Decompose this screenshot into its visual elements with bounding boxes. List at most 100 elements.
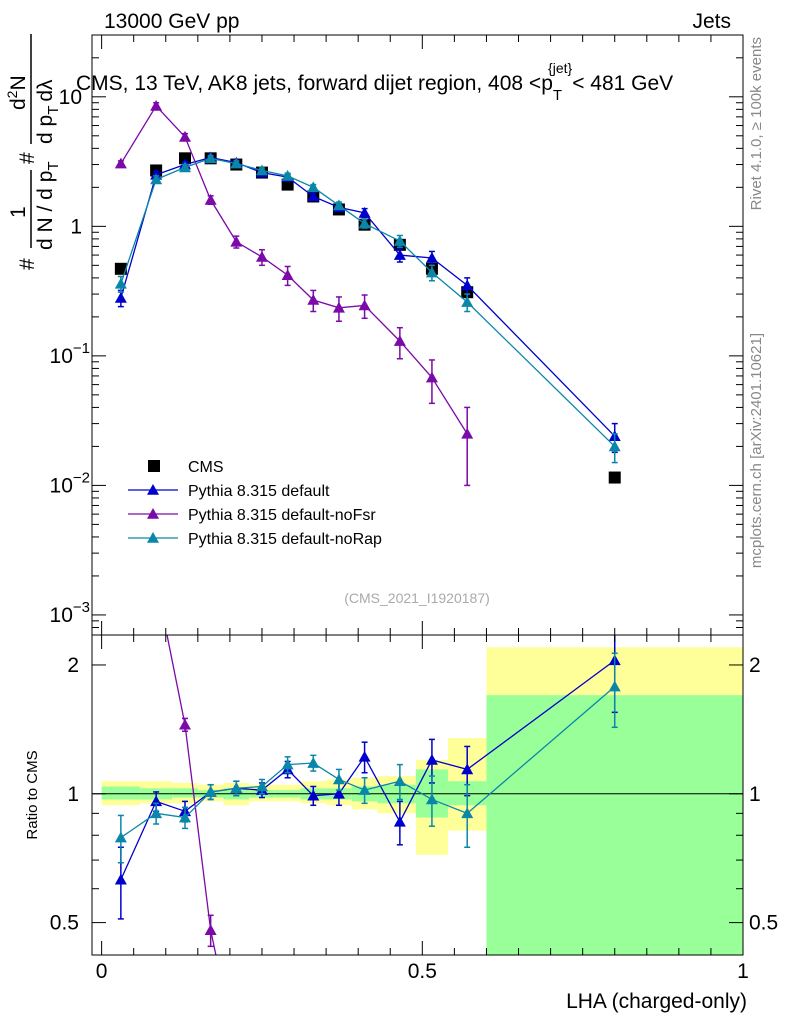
main-y-tick-exponent: −2 <box>73 469 90 486</box>
noRap-data-point <box>150 173 163 185</box>
ratio-uncertainty-bands <box>101 647 743 955</box>
noRap-ratio-point <box>114 831 127 843</box>
legend-label-default: Pythia 8.315 default <box>188 483 330 500</box>
main-y-tick-label: 10−3 <box>50 599 90 627</box>
default-data-point <box>393 249 406 260</box>
default-data-point <box>358 206 371 218</box>
plot-title: CMS, 13 TeV, AK8 jets, forward dijet reg… <box>76 60 673 104</box>
ratio-x-tick-label: 0.5 <box>408 960 437 983</box>
noRap-ratio-point <box>461 807 474 819</box>
legend-label-noFsr: Pythia 8.315 default-noFsr <box>188 507 376 524</box>
default-ratio-point <box>358 750 371 762</box>
ylabel-frac2-den-sub: T <box>45 106 62 115</box>
analysis-watermark: (CMS_2021_I1920187) <box>344 590 490 606</box>
ratio-y-tick-label-right: 0.5 <box>749 912 778 935</box>
noFsr-data-point <box>332 301 345 313</box>
noRap-ratio-point <box>281 758 294 770</box>
legend-marker-default <box>147 484 159 495</box>
header-left-label: 13000 GeV pp <box>104 10 239 33</box>
noFsr-data-point <box>204 193 217 205</box>
legend-marker-noFsr <box>147 508 159 519</box>
ratio-y-tick-label: 0.5 <box>50 912 79 935</box>
main-y-tick-mantissa: 1 <box>70 215 82 238</box>
ratio-panel-frame <box>91 634 744 956</box>
ylabel-frac1-den-sub: T <box>45 161 62 170</box>
default-data-point <box>461 279 474 291</box>
noRap-ratio-point <box>179 811 191 823</box>
ratio-y-tick-label-right: 2 <box>749 654 761 677</box>
noFsr-ratio-point <box>150 575 162 586</box>
default-ratio-point <box>461 763 474 775</box>
noFsr-data-point <box>281 269 294 280</box>
main-y-tick-exponent: −1 <box>73 340 90 357</box>
plot-title-sub: T <box>553 87 562 104</box>
noFsr-line <box>120 104 468 435</box>
noRap-ratio-point <box>332 773 345 785</box>
legend-marker-cms <box>148 460 160 472</box>
default-data-point <box>425 251 438 263</box>
noRap-ratio-point <box>425 793 438 805</box>
default-ratio-point <box>114 873 127 885</box>
noRap-data-point <box>204 152 217 164</box>
main-plot-series <box>114 99 621 487</box>
stat-band <box>486 695 743 955</box>
ylabel-frac1-num: 1 <box>7 206 30 218</box>
mcplots-label: mcplots.cern.ch [arXiv:2401.10621] <box>748 333 765 568</box>
noRap-ratio-point <box>204 785 217 797</box>
noFsr-ratio-point <box>204 924 217 935</box>
ratio-y-tick-label-right: 1 <box>749 783 761 806</box>
rivet-version-label: Rivet 4.1.0, ≥ 100k events <box>748 37 765 210</box>
legend-marker-noRap <box>147 532 159 543</box>
noRap-data-point <box>255 164 268 176</box>
ylabel-frac2-num-d: d <box>7 98 30 110</box>
noFsr-ratio-point <box>179 718 191 730</box>
main-y-tick-exponent: −3 <box>73 599 90 616</box>
noRap-ratio-point <box>255 780 268 792</box>
header-right-label: Jets <box>692 10 731 33</box>
noRap-ratio-point <box>150 807 163 819</box>
ratio-xlabel: LHA (charged-only) <box>566 990 747 1013</box>
cms-data-point <box>114 262 127 275</box>
main-y-tick-label: 10 <box>59 86 82 109</box>
noFsr-data-point <box>393 335 406 346</box>
noFsr-data-point <box>307 293 320 305</box>
ylabel-frac2-num: d2N <box>4 75 30 110</box>
noFsr-data-point <box>114 157 127 169</box>
noRap-data-point <box>461 296 474 307</box>
default-ratio-point <box>393 815 406 827</box>
noRap-data-point <box>393 235 406 246</box>
ratio-axes: 0.5 0.5 1 1 2 2 0 0.5 1 <box>50 635 778 983</box>
noRap-line <box>120 157 616 447</box>
noRap-data-point <box>307 181 320 193</box>
ylabel-frac2-den-b: dλ <box>34 79 57 102</box>
plot-title-prefix: CMS, 13 TeV, AK8 jets, forward dijet reg… <box>76 72 553 95</box>
noRap-data-point <box>179 161 191 173</box>
noRap-ratio-point <box>358 784 371 795</box>
noFsr-data-point <box>255 250 268 262</box>
ylabel-hash-mid: # <box>16 152 39 164</box>
default-ratio-point <box>425 753 438 765</box>
noRap-data-point <box>358 217 371 229</box>
noRap-data-point <box>332 199 345 211</box>
ylabel-frac2-num-n: N <box>7 75 30 90</box>
main-ylabel: # 1 d N / d pT # d2N d pTdλ <box>4 34 62 270</box>
legend: CMS Pythia 8.315 default Pythia 8.315 defa… <box>128 459 382 548</box>
noFsr-data-point <box>461 427 474 439</box>
noFsr-data-point <box>230 235 243 247</box>
noRap-data-point <box>230 157 243 169</box>
main-y-tick-mantissa: 10 <box>50 345 73 368</box>
noRap-ratio-point <box>230 782 243 794</box>
plot-title-sup: {jet} <box>548 60 572 76</box>
noRap-data-point <box>608 440 621 452</box>
noRap-data-point <box>281 169 294 181</box>
ylabel-frac2-den: d pTdλ <box>34 79 62 144</box>
noRap-data-point <box>114 277 127 289</box>
noRap-ratio-line <box>120 686 616 839</box>
noRap-ratio-point <box>393 775 406 787</box>
default-ratio-line <box>120 659 616 880</box>
main-y-tick-label: 10−2 <box>50 469 90 497</box>
cms-data-point <box>608 471 621 484</box>
ylabel-frac1-den-text: d N / d p <box>34 171 57 250</box>
ratio-y-tick-label: 1 <box>67 783 79 806</box>
